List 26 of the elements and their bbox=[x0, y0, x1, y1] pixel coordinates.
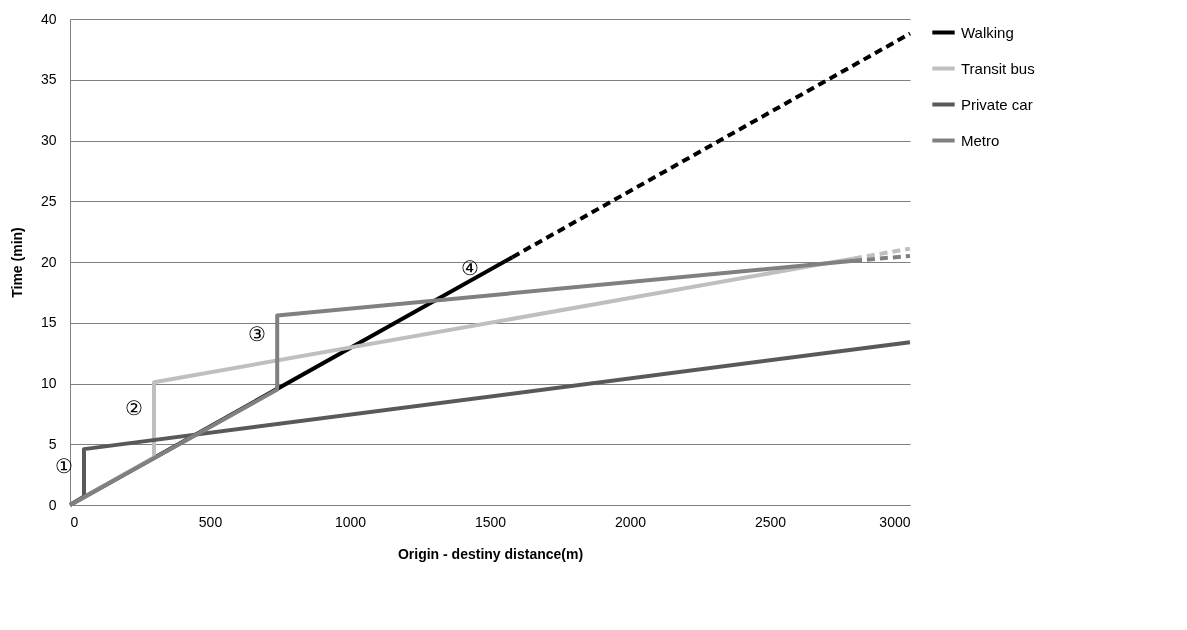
x-tick-label: 2000 bbox=[614, 513, 647, 530]
y-tick-label: 10 bbox=[40, 375, 57, 391]
y-tick-label: 0 bbox=[48, 496, 57, 513]
x-tick-label: 1000 bbox=[334, 513, 367, 530]
legend-label: Private car bbox=[961, 95, 1033, 113]
x-tick-label: 3000 bbox=[879, 513, 911, 530]
x-tick-label: 500 bbox=[198, 513, 223, 530]
y-tick-label: 35 bbox=[40, 71, 57, 88]
x-tick-label: 0 bbox=[70, 513, 79, 530]
annotation: ① bbox=[55, 455, 73, 478]
y-tick-label: 25 bbox=[40, 192, 57, 209]
y-tick-label: 5 bbox=[48, 435, 57, 452]
y-tick-label: 30 bbox=[40, 132, 57, 148]
annotation: ③ bbox=[248, 322, 267, 345]
y-tick-label: 20 bbox=[40, 253, 57, 270]
legend-label: Transit bus bbox=[961, 59, 1035, 77]
y-tick-label: 40 bbox=[40, 10, 57, 27]
legend-label: Walking bbox=[961, 23, 1014, 41]
x-tick-label: 2500 bbox=[754, 513, 787, 530]
x-axis-title: Origin - destiny distance(m) bbox=[397, 545, 584, 562]
annotation: ② bbox=[125, 397, 143, 420]
y-tick-label: 15 bbox=[40, 314, 57, 331]
y-axis-title: Time (min) bbox=[8, 227, 25, 298]
x-tick-label: 1500 bbox=[474, 513, 507, 530]
legend-label: Metro bbox=[961, 131, 1000, 149]
annotation: ④ bbox=[461, 257, 479, 280]
